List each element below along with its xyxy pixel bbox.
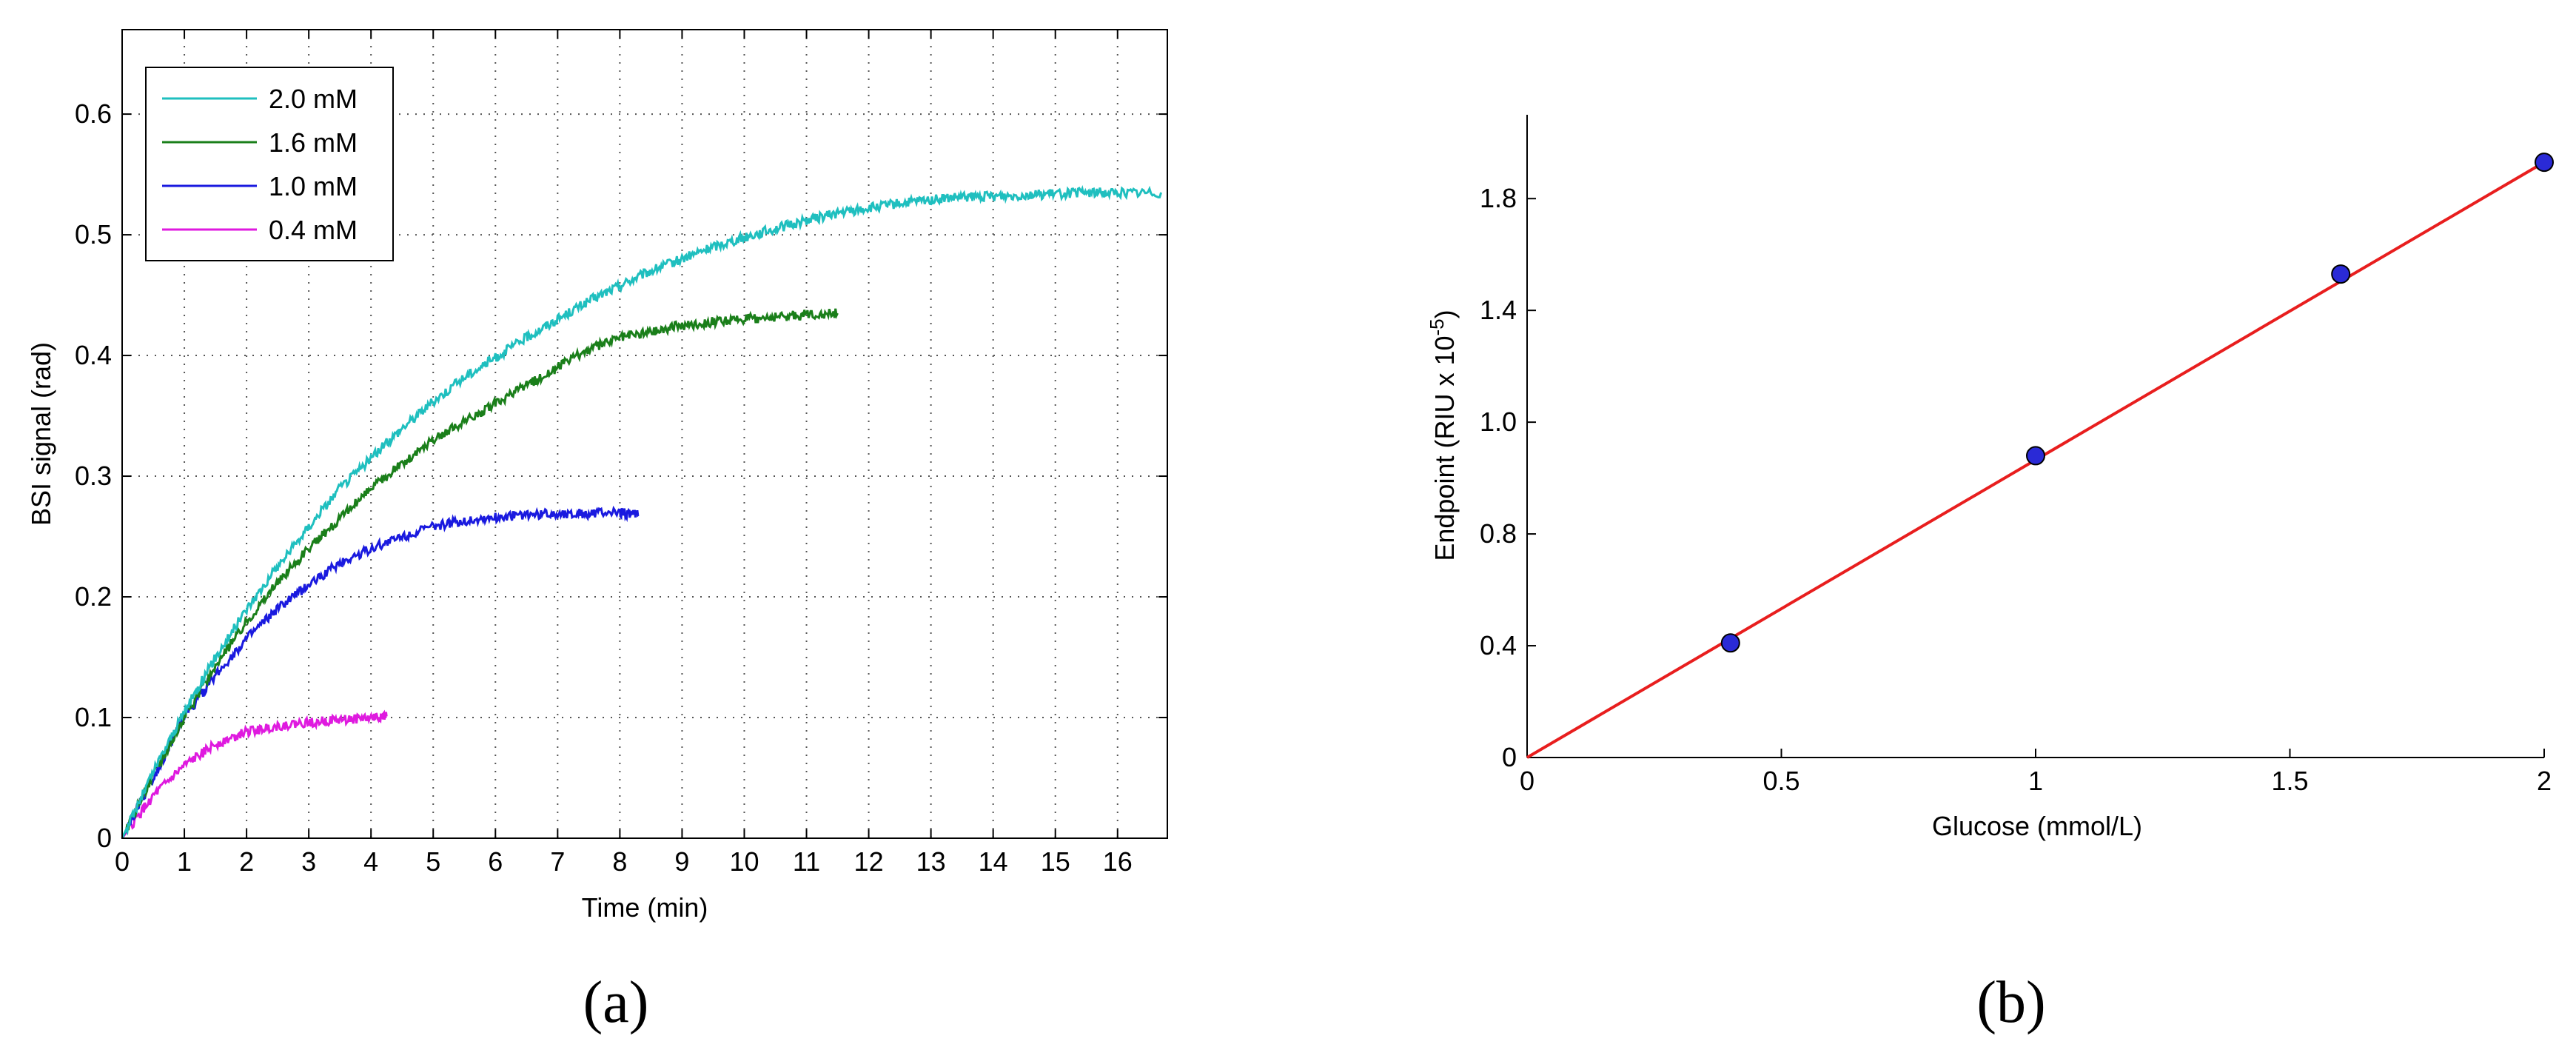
- x-tick-label-a: 12: [854, 846, 884, 877]
- series-line-10mm: [121, 505, 640, 839]
- y-axis-label-b-main: Endpoint (RIU x 10: [1429, 335, 1460, 561]
- x-tick-label-a: 14: [979, 846, 1008, 877]
- series-line-20mm: [121, 184, 1163, 839]
- x-tick-label-a: 15: [1041, 846, 1070, 877]
- grid-a: [122, 30, 1167, 838]
- plot-frame-a: [121, 29, 1168, 839]
- x-tick-label-b: 1: [2028, 766, 2043, 796]
- y-tick-label-a: 0.4: [75, 340, 112, 370]
- x-tick-label-a: 7: [550, 846, 565, 877]
- y-axis-label-b-end: ): [1429, 310, 1460, 318]
- y-tick-label-a: 0.3: [75, 461, 112, 491]
- data-point: [2026, 446, 2045, 466]
- y-tick-label-b: 0.4: [1480, 630, 1517, 661]
- x-tick-label-b: 2: [2537, 766, 2552, 796]
- x-tick-label-a: 0: [115, 846, 130, 877]
- axes-b: 0 0.5 1 1.5 2 0 0.4 0.8 1.0 1.4 1.8: [1480, 115, 2552, 796]
- data-point: [2535, 153, 2554, 173]
- y-tick-label-b: 1.0: [1480, 407, 1517, 437]
- y-tick-label-b: 1.4: [1480, 295, 1517, 325]
- marks-b: [1526, 153, 2554, 759]
- chart-a: 0 1 2 3 4 5 6 7 8 9 10 11 12 13 14 15 1600.10.20.30.40.5…: [26, 29, 1168, 1035]
- panel-label-a: (a): [583, 970, 649, 1035]
- y-tick-label-b: 0.8: [1480, 518, 1517, 549]
- x-tick-label-a: 10: [729, 846, 759, 877]
- y-tick-label-a: 0.2: [75, 581, 112, 612]
- x-tick-label-a: 13: [916, 846, 946, 877]
- legend-entry-label: 0.4 mM: [269, 215, 358, 245]
- data-point: [2331, 264, 2351, 284]
- series-line-04mm: [121, 709, 388, 839]
- y-tick-label-b: 1.8: [1480, 183, 1517, 213]
- data-point: [1720, 633, 1740, 653]
- x-axis-label-b: Glucose (mmol/L): [1932, 811, 2142, 841]
- x-tick-label-a: 8: [612, 846, 627, 877]
- y-tick-label-b: 0: [1502, 742, 1517, 772]
- x-axis-label-a: Time (min): [582, 892, 708, 923]
- x-tick-label-a: 9: [674, 846, 689, 877]
- x-tick-label-a: 1: [177, 846, 192, 877]
- y-axis-label-b-exp: -5: [1426, 318, 1448, 335]
- y-tick-label-a: 0.6: [75, 98, 112, 129]
- y-axis-label-b: Endpoint (RIU x 10-5): [1426, 310, 1460, 561]
- ticks-a: 0 1 2 3 4 5 6 7 8 9 10 11 12 13 14 15 1600.10.20.30.40.5…: [75, 30, 1167, 877]
- y-axis-label-a: BSI signal (rad): [26, 342, 56, 526]
- x-tick-label-a: 11: [793, 846, 820, 877]
- x-tick-label-a: 2: [239, 846, 254, 877]
- x-tick-label-b: 0.5: [1762, 766, 1799, 796]
- chart-b: 0 0.5 1 1.5 2 0 0.4 0.8 1.0 1.4 1.8 Glucose (mmol/…: [1426, 115, 2554, 1035]
- panel-label-b: (b): [1976, 970, 2045, 1035]
- legend-entry-label: 1.0 mM: [269, 171, 358, 201]
- series-lines-a: [121, 184, 1163, 839]
- legend-a: 2.0 mM 1.6 mM 1.0 mM 0.4 mM: [145, 67, 394, 261]
- legend-entry-label: 2.0 mM: [269, 84, 358, 114]
- y-tick-label-a: 0.5: [75, 219, 112, 250]
- legend-entry-label: 1.6 mM: [269, 127, 358, 158]
- series-line-16mm: [121, 308, 839, 839]
- y-tick-label-a: 0: [97, 823, 112, 853]
- y-tick-label-a: 0.1: [75, 702, 112, 732]
- x-tick-label-b: 1.5: [2271, 766, 2308, 796]
- x-tick-label-a: 4: [363, 846, 378, 877]
- x-tick-label-a: 16: [1103, 846, 1133, 877]
- x-tick-label-a: 6: [488, 846, 503, 877]
- x-tick-label-b: 0: [1520, 766, 1534, 796]
- x-tick-label-a: 3: [301, 846, 316, 877]
- x-tick-label-a: 5: [426, 846, 440, 877]
